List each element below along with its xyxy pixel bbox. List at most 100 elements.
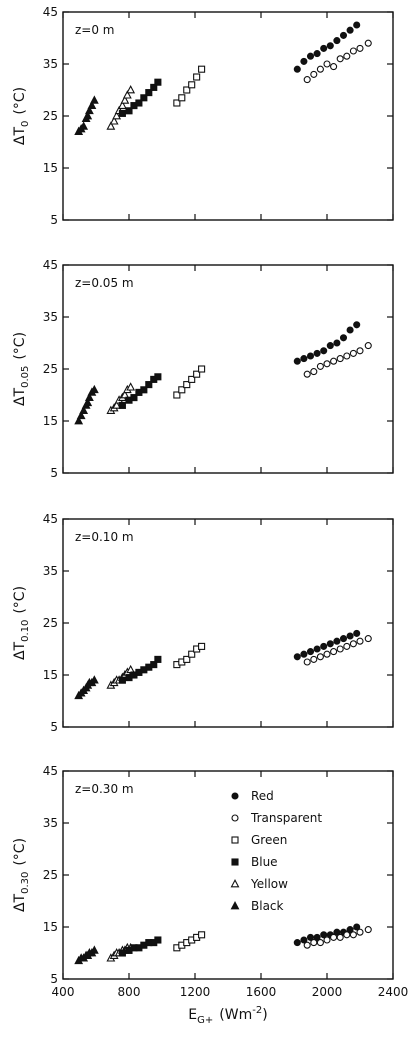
data-point [79, 121, 89, 130]
data-point [89, 95, 99, 104]
data-point [316, 65, 324, 73]
panel-1: 5 15 25 35 45 z=0 m ΔT0 (°C) [12, 5, 394, 227]
data-point [150, 661, 158, 669]
y-label-main: ΔT [12, 641, 28, 660]
data-point [333, 928, 341, 936]
plot-frame [62, 264, 394, 474]
data-point [313, 645, 321, 653]
series-square-open [173, 365, 206, 399]
data-point [83, 397, 93, 407]
data-point [336, 355, 344, 363]
data-point [183, 381, 191, 389]
series-triangle-filled [74, 945, 99, 965]
series-circle-filled [293, 629, 361, 661]
legend-marker [230, 901, 240, 910]
data-point [154, 936, 162, 944]
data-point [310, 368, 318, 376]
data-point [320, 931, 328, 939]
data-point [188, 81, 196, 89]
data-point [339, 334, 348, 342]
y-tick-label: 35 [43, 564, 58, 578]
data-point [154, 78, 162, 86]
data-point [87, 100, 97, 109]
y-label-subscript: 0.10 [20, 620, 31, 642]
data-point [330, 63, 338, 71]
data-point [84, 392, 94, 401]
data-point [145, 89, 153, 97]
data-point [343, 642, 351, 650]
data-point [326, 342, 334, 350]
series-square-filled [118, 936, 162, 957]
panel-3: 5 15 25 35 45 z=0.10 m ΔT0.10 (°C) [12, 512, 394, 734]
data-point [323, 360, 331, 368]
depth-annotation: z=0.10 m [75, 530, 134, 544]
x-label-main: E [188, 1007, 197, 1023]
y-label-subscript: 0.30 [20, 872, 31, 894]
data-point [316, 939, 324, 947]
data-point [364, 926, 372, 934]
data-point [89, 945, 99, 954]
data-point [303, 658, 311, 666]
legend-marker [231, 792, 239, 800]
y-tick-label: 5 [50, 972, 58, 986]
x-label-subscript: G+ [197, 1015, 213, 1026]
x-tick-label: 2000 [312, 985, 343, 999]
y-label-unit: (°C) [12, 332, 28, 360]
y-tick-label: 15 [43, 920, 58, 934]
data-point [346, 26, 354, 34]
series-square-filled [118, 78, 162, 117]
data-point [120, 390, 130, 399]
data-point [343, 352, 351, 360]
data-point [326, 640, 334, 648]
data-point [306, 52, 315, 60]
series-square-filled [118, 373, 162, 409]
data-point [293, 653, 301, 661]
data-point [83, 111, 93, 120]
data-point [310, 70, 318, 78]
y-tick-label: 5 [50, 720, 58, 734]
data-point [320, 44, 328, 52]
data-point [135, 99, 143, 107]
plot-frame [62, 11, 394, 221]
data-point [346, 326, 354, 334]
data-point [353, 923, 361, 931]
y-axis-label: ΔT0 (°C) [12, 87, 31, 145]
y-tick-label: 25 [43, 109, 58, 123]
data-point [356, 347, 364, 355]
data-point [173, 99, 181, 107]
data-point [300, 650, 308, 658]
data-point [349, 640, 357, 648]
data-point [364, 342, 372, 350]
data-point [126, 382, 136, 391]
series-square-open [173, 65, 206, 107]
data-point [336, 933, 344, 941]
depth-annotation: z=0 m [75, 23, 115, 37]
data-point [300, 936, 308, 944]
y-axis-label: ΔT0.05 (°C) [12, 332, 31, 406]
legend-label: Red [251, 789, 274, 803]
data-point [353, 321, 361, 329]
data-point [79, 405, 89, 414]
data-point [112, 400, 122, 409]
legend-label: Green [251, 833, 287, 847]
x-tick-label: 1600 [246, 985, 277, 999]
data-point [198, 65, 206, 73]
series-triangle-open [106, 85, 136, 130]
data-point [89, 384, 99, 394]
data-point [193, 73, 201, 81]
data-point [353, 629, 361, 637]
data-point [356, 928, 364, 936]
y-label-unit: (°C) [12, 87, 28, 115]
legend-marker [231, 814, 239, 822]
y-label-unit: (°C) [12, 586, 28, 614]
data-point [323, 60, 331, 68]
data-point [188, 650, 196, 658]
legend-label: Yellow [250, 877, 288, 891]
data-point [118, 401, 126, 409]
plot-frame [62, 770, 394, 980]
x-axis-label: EG+ (Wm-2) [188, 1005, 267, 1026]
data-point [198, 642, 206, 650]
data-point [313, 50, 321, 58]
legend-label: Blue [251, 855, 278, 869]
data-point [323, 650, 331, 658]
